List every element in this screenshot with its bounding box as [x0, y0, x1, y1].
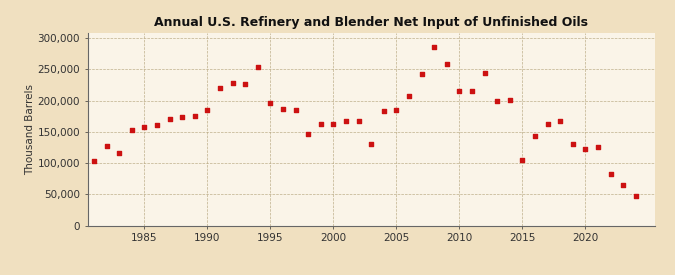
Point: [240, 82, 250, 86]
Point: [328, 122, 339, 126]
Point: [466, 88, 477, 93]
Y-axis label: Thousand Barrels: Thousand Barrels: [25, 84, 34, 175]
Point: [265, 101, 276, 105]
Point: [303, 132, 314, 136]
Point: [630, 193, 641, 198]
Point: [391, 108, 402, 112]
Point: [517, 158, 528, 162]
Point: [618, 183, 628, 187]
Point: [252, 65, 263, 69]
Point: [341, 119, 352, 123]
Point: [366, 142, 377, 147]
Point: [126, 128, 137, 132]
Point: [227, 81, 238, 85]
Point: [605, 171, 616, 176]
Point: [277, 107, 288, 111]
Point: [88, 159, 99, 163]
Point: [454, 89, 465, 93]
Point: [164, 116, 175, 121]
Point: [215, 86, 225, 90]
Point: [542, 122, 553, 126]
Point: [202, 108, 213, 112]
Point: [441, 61, 452, 66]
Point: [593, 145, 603, 149]
Point: [353, 118, 364, 123]
Point: [114, 151, 125, 155]
Point: [315, 122, 326, 127]
Point: [555, 119, 566, 123]
Point: [504, 98, 515, 102]
Point: [429, 45, 439, 49]
Point: [190, 114, 200, 118]
Point: [101, 143, 112, 148]
Point: [416, 72, 427, 76]
Point: [290, 108, 301, 112]
Point: [177, 115, 188, 120]
Point: [379, 108, 389, 113]
Point: [492, 98, 503, 103]
Point: [568, 142, 578, 147]
Point: [580, 147, 591, 152]
Point: [404, 94, 414, 98]
Point: [530, 133, 541, 138]
Point: [139, 125, 150, 129]
Point: [479, 71, 490, 75]
Point: [152, 123, 163, 127]
Title: Annual U.S. Refinery and Blender Net Input of Unfinished Oils: Annual U.S. Refinery and Blender Net Inp…: [155, 16, 588, 29]
